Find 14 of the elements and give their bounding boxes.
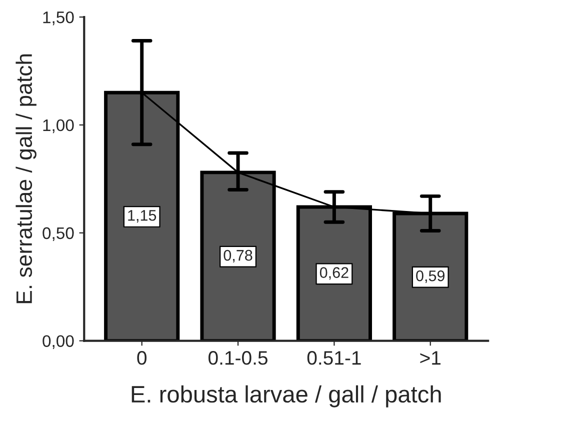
x-tick-label: 0 bbox=[137, 351, 146, 365]
x-tick-label: >1 bbox=[420, 351, 441, 365]
data-label: 1,15 bbox=[128, 210, 156, 223]
x-tick-label: 0.1-0.5 bbox=[208, 351, 268, 365]
data-label: 0,62 bbox=[320, 267, 348, 280]
x-axis-title: E. robusta larvae / gall / patch bbox=[132, 385, 441, 408]
y-tick-label: 0,50 bbox=[42, 227, 74, 242]
y-axis-title: E. serratulae / gall / patch bbox=[16, 54, 36, 304]
y-tick-label: 0,00 bbox=[42, 335, 74, 349]
x-tick-label: 0.51-1 bbox=[307, 351, 361, 365]
y-tick-label: 1,00 bbox=[43, 119, 74, 134]
data-label: 0,78 bbox=[224, 250, 252, 263]
y-tick-label: 1,50 bbox=[43, 11, 74, 26]
data-label: 0,59 bbox=[416, 270, 445, 284]
